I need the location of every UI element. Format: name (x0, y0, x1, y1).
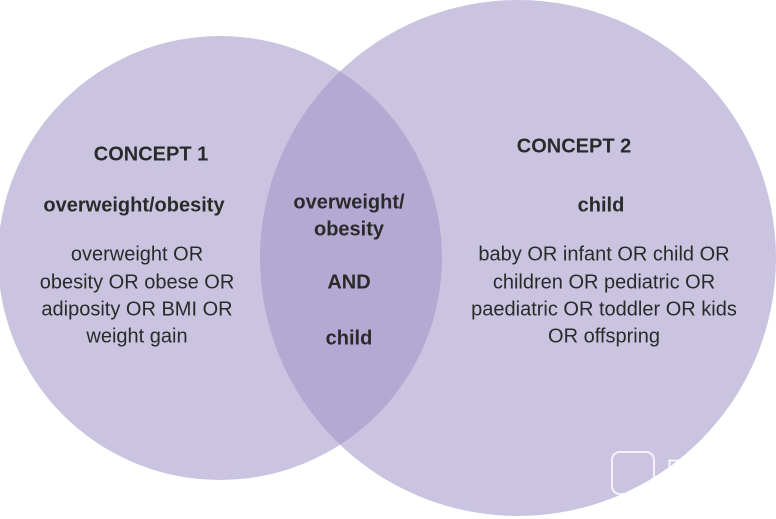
search-terms: paediatric OR toddler OR kids (471, 298, 737, 320)
overlap-term: overweight/ (293, 191, 405, 213)
overlap-term: child (326, 327, 373, 349)
concept-heading: CONCEPT 1 (94, 143, 208, 165)
search-terms: overweight OR (71, 243, 203, 265)
watermark-icon (611, 451, 655, 495)
search-terms: baby OR infant OR child OR (478, 243, 729, 265)
concept-term: child (578, 194, 625, 216)
overlap-term: obesity (314, 218, 385, 240)
overlap-region (260, 36, 442, 480)
concept-term: overweight/obesity (43, 194, 225, 216)
search-terms: obesity OR obese OR (40, 271, 235, 293)
search-terms: OR offspring (548, 325, 660, 347)
search-terms: weight gain (85, 325, 187, 347)
search-terms: adiposity OR BMI OR (41, 298, 232, 320)
overlap-operator: AND (327, 271, 370, 293)
watermark: 医咖会 (666, 458, 744, 488)
search-terms: children OR pediatric OR (493, 271, 715, 293)
concept-heading: CONCEPT 2 (517, 135, 631, 157)
